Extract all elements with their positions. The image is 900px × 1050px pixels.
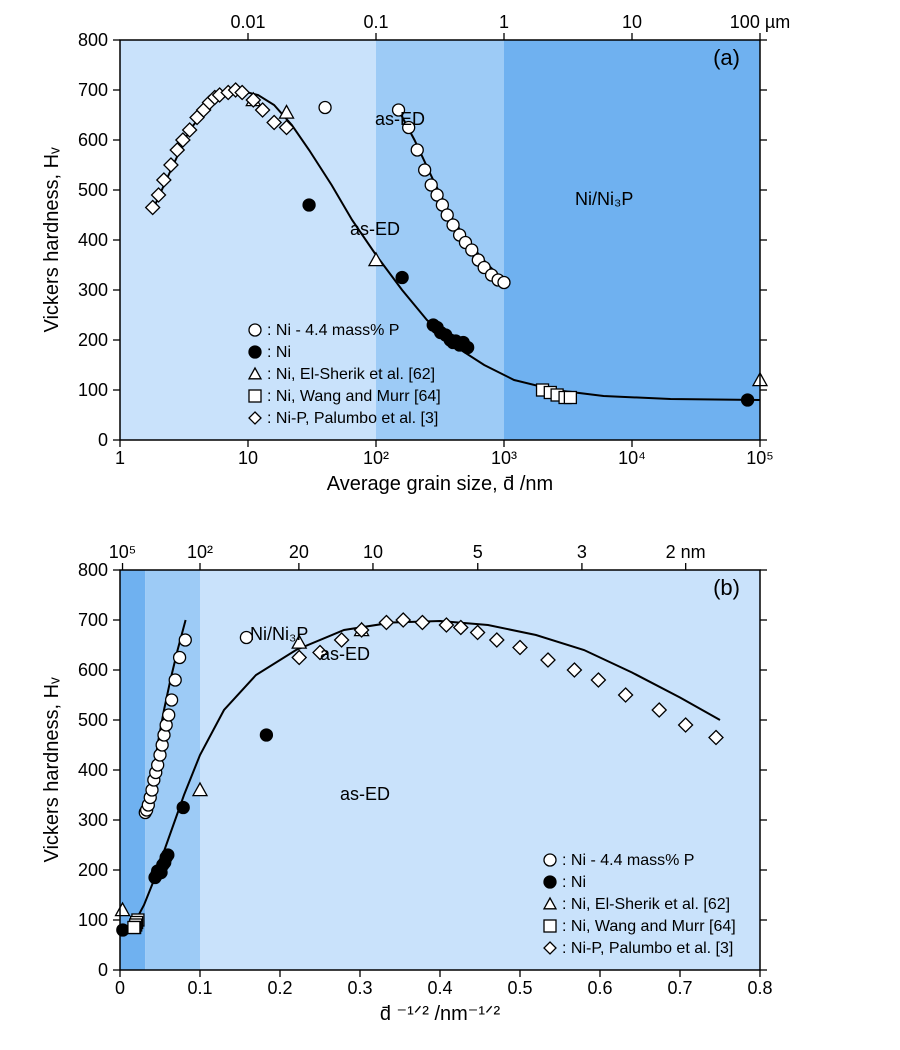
svg-text:700: 700: [78, 610, 108, 630]
svg-text:as-ED: as-ED: [320, 644, 370, 664]
svg-text:0.6: 0.6: [587, 978, 612, 998]
svg-text:as-ED: as-ED: [340, 784, 390, 804]
svg-text:: Ni-P, Palumbo et al. [3]: : Ni-P, Palumbo et al. [3]: [562, 940, 733, 957]
svg-text:0: 0: [115, 978, 125, 998]
svg-text:100: 100: [78, 910, 108, 930]
svg-text:: Ni: : Ni: [562, 874, 586, 891]
svg-text:10²: 10²: [187, 542, 213, 562]
svg-text:0.4: 0.4: [427, 978, 452, 998]
svg-text:Ni/Ni₃P: Ni/Ni₃P: [250, 624, 308, 644]
svg-text:600: 600: [78, 660, 108, 680]
svg-text:10⁵: 10⁵: [109, 542, 136, 562]
svg-text:: Ni - 4.4 mass% P: : Ni - 4.4 mass% P: [562, 852, 694, 869]
svg-text:300: 300: [78, 810, 108, 830]
svg-text:3: 3: [577, 542, 587, 562]
svg-text:200: 200: [78, 860, 108, 880]
svg-text:2 nm: 2 nm: [666, 542, 706, 562]
svg-text:0.2: 0.2: [267, 978, 292, 998]
svg-text:0.3: 0.3: [347, 978, 372, 998]
svg-text:0: 0: [98, 960, 108, 980]
svg-text:0.8: 0.8: [747, 978, 772, 998]
svg-text:0.1: 0.1: [187, 978, 212, 998]
svg-text:(b): (b): [713, 575, 740, 600]
svg-text:10: 10: [363, 542, 383, 562]
svg-text:d̄ ⁻¹ᐟ² /nm⁻¹ᐟ²: d̄ ⁻¹ᐟ² /nm⁻¹ᐟ²: [380, 1003, 501, 1025]
svg-text:0.7: 0.7: [667, 978, 692, 998]
svg-text:400: 400: [78, 760, 108, 780]
svg-text:500: 500: [78, 710, 108, 730]
svg-text:20: 20: [289, 542, 309, 562]
svg-text:800: 800: [78, 560, 108, 580]
svg-text:0.5: 0.5: [507, 978, 532, 998]
panel-b: 0 0.1 0.2 0.3 0.4 0.5 0.6 0.7 0.8 d̄ ⁻¹ᐟ² /nm⁻¹ᐟ²…: [0, 0, 900, 1050]
svg-text:: Ni, El-Sherik et al. [62]: : Ni, El-Sherik et al. [62]: [562, 896, 730, 913]
svg-text:5: 5: [473, 542, 483, 562]
svg-text:: Ni, Wang and Murr [64]: : Ni, Wang and Murr [64]: [562, 918, 736, 935]
svg-text:Vickers hardness, Hᵥ: Vickers hardness, Hᵥ: [41, 677, 63, 863]
